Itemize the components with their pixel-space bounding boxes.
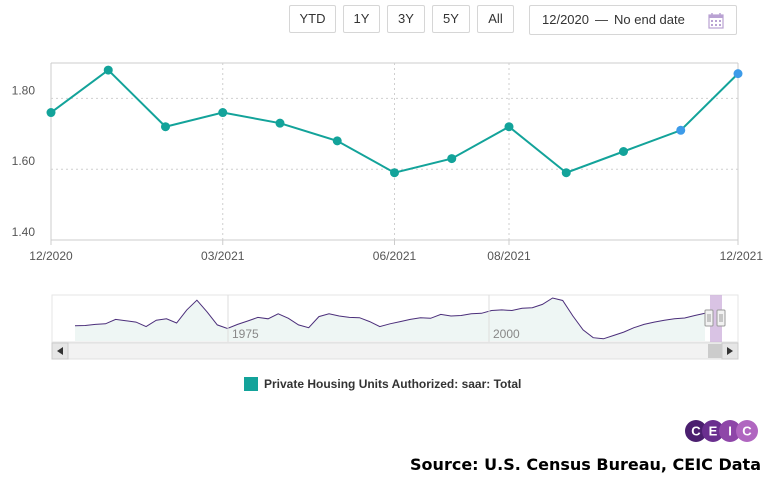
navigator-label-1975: 1975 [232,327,259,341]
main-chart: 1.40 1.60 1.80 12/2020 03/2021 06/2021 08/2021… [12,62,764,263]
data-point[interactable] [103,65,113,75]
data-point[interactable] [46,108,56,118]
navigator-label-2000: 2000 [493,327,520,341]
x-tick-label: 12/2021 [720,249,764,263]
logo-text-letter: C [742,424,752,439]
scrollbar-track[interactable] [51,342,739,360]
grid-layer [50,62,739,245]
data-point[interactable] [676,125,686,135]
btn-5y[interactable]: 5Y [432,5,470,33]
btn-all[interactable]: All [477,5,514,33]
legend-swatch [244,377,258,391]
date-from: 12/2020 [542,12,589,27]
navigator-handle-left[interactable] [704,309,714,327]
legend-item[interactable]: Private Housing Units Authorized: saar: … [244,377,521,391]
btn-ytd[interactable]: YTD [289,5,336,33]
marks-layer [46,65,743,178]
data-point[interactable] [561,168,571,178]
source-note: Source: U.S. Census Bureau, CEIC Data [410,455,761,474]
x-tick-label: 03/2021 [201,249,245,263]
date-separator: — [595,12,608,27]
btn-3y[interactable]: 3Y [387,5,425,33]
logo-text-letter: I [728,424,732,439]
logo-text-letter: E [709,424,718,439]
navigator-handle-right[interactable] [716,309,726,327]
data-point[interactable] [161,122,170,132]
legend-label: Private Housing Units Authorized: saar: … [264,377,522,391]
ceic-logo: C E I C [685,420,758,442]
navigator-selected-range[interactable] [710,295,722,342]
data-point[interactable] [504,122,514,132]
navigator-series-area [75,298,705,341]
data-point[interactable] [447,154,457,164]
date-to: No end date [614,12,685,27]
y-tick-label: 1.80 [12,83,36,97]
data-point[interactable] [733,69,743,79]
navigator-series-line [74,297,706,340]
data-point[interactable] [332,136,342,146]
labels-layer: 1.40 1.60 1.80 12/2020 03/2021 06/2021 08/2021… [12,83,764,263]
data-point[interactable] [275,118,285,128]
x-tick-label: 06/2021 [373,249,417,263]
data-point[interactable] [619,147,628,156]
x-tick-label: 08/2021 [487,249,531,263]
data-point[interactable] [218,108,228,118]
scrollbar-left-arrow[interactable] [51,342,69,360]
scrollbar-right-arrow[interactable] [721,342,739,360]
logo-text-letter: C [691,424,701,439]
x-tick-label: 12/2020 [29,249,73,263]
btn-1y[interactable]: 1Y [343,5,380,33]
y-tick-label: 1.60 [12,154,36,168]
date-range-picker[interactable]: 12/2020 — No end date [529,5,737,35]
calendar-icon[interactable] [708,12,724,29]
data-point[interactable] [390,168,399,178]
scrollbar-thumb[interactable] [708,344,722,358]
y-tick-label: 1.40 [12,225,36,239]
